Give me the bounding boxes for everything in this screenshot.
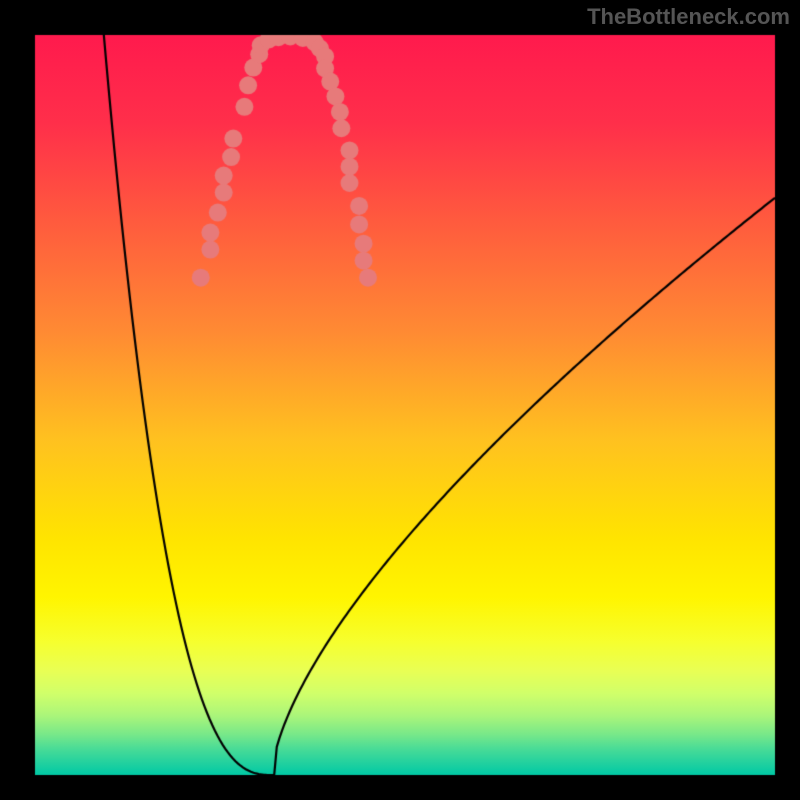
- watermark-label: TheBottleneck.com: [587, 4, 790, 30]
- bottleneck-chart: [0, 0, 800, 800]
